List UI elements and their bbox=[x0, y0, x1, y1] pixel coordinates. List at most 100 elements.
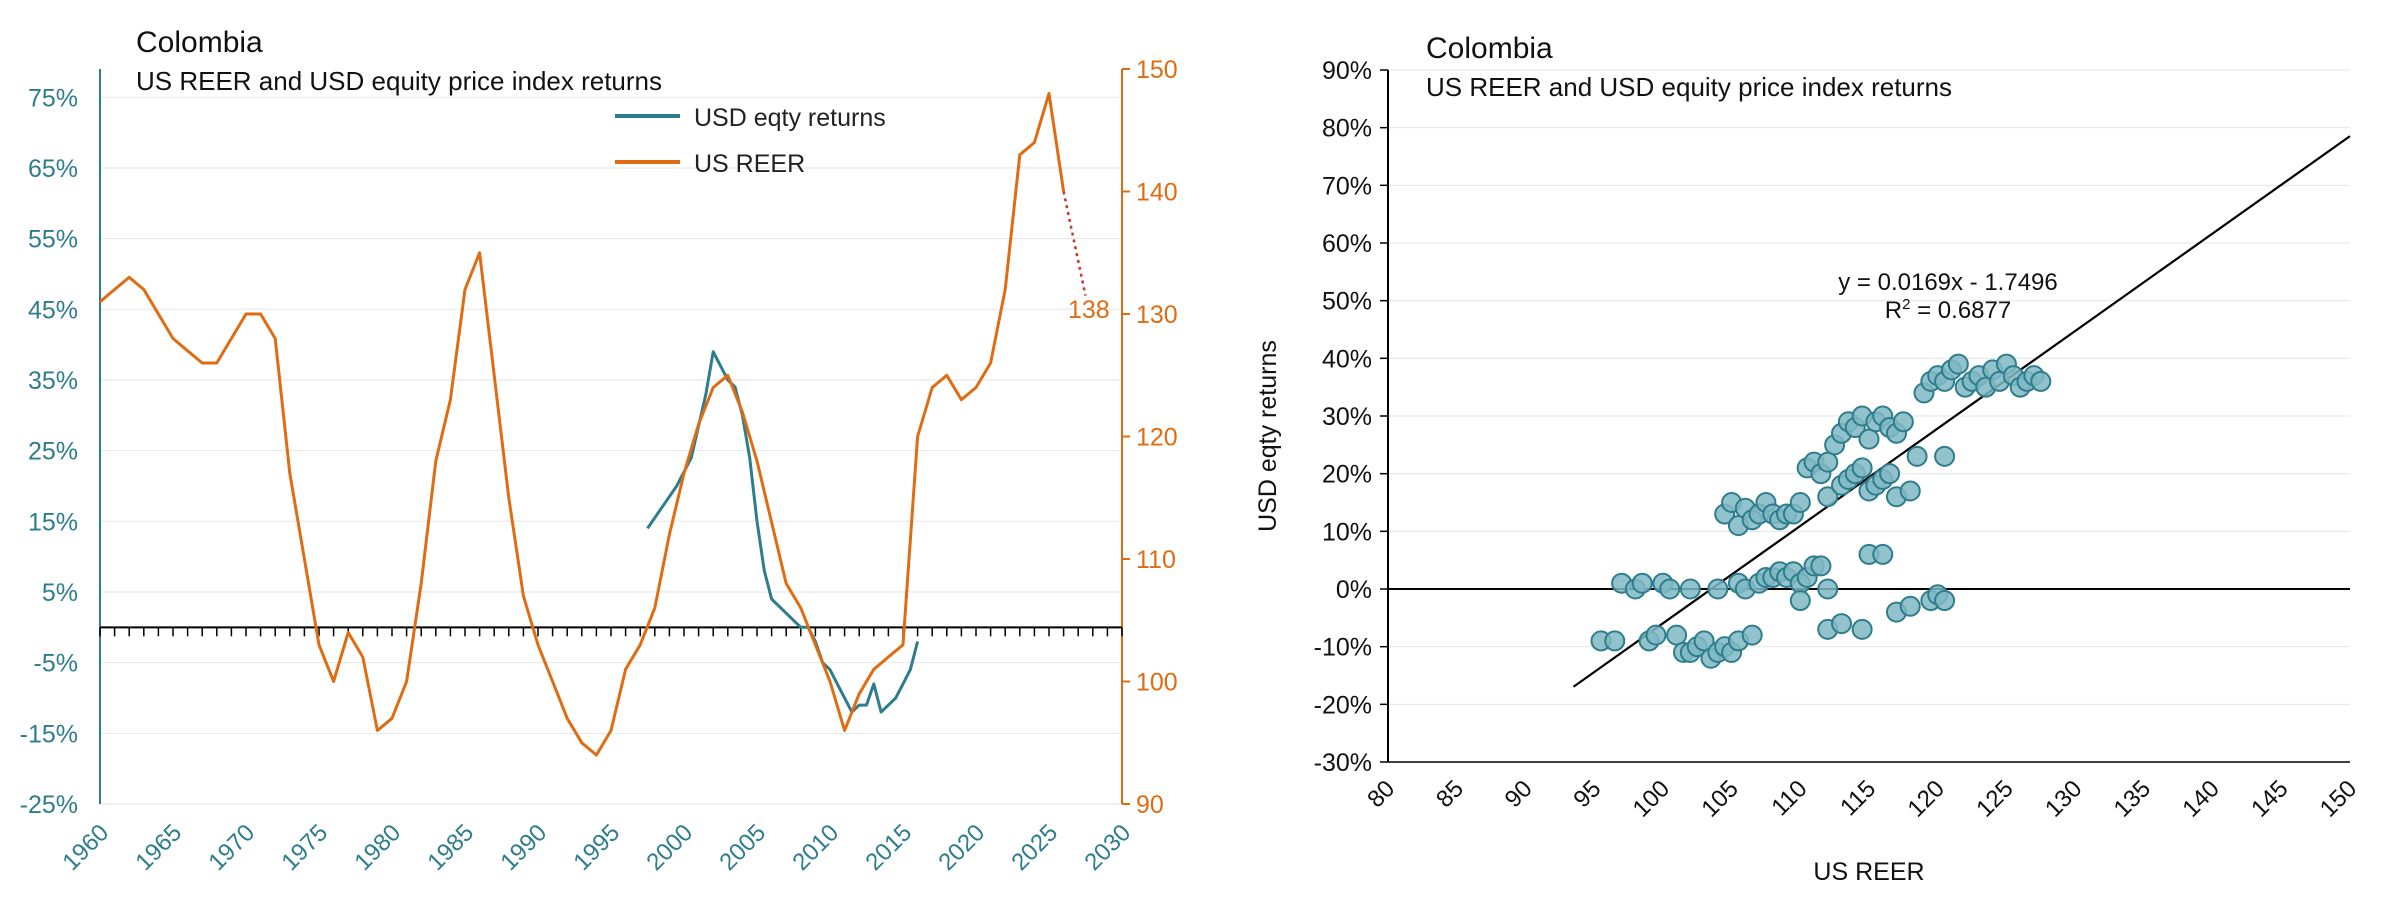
y-left-tick-label: 65% bbox=[28, 155, 78, 183]
x-tick-label: 2015 bbox=[860, 819, 917, 876]
scatter-point bbox=[1879, 463, 1901, 485]
y-tick-label: 20% bbox=[1322, 461, 1372, 489]
scatter-point bbox=[1604, 630, 1626, 652]
x-tick-label: 150 bbox=[2315, 775, 2362, 822]
y-left-tick-label: -5% bbox=[34, 650, 78, 678]
x-tick-label: 125 bbox=[1971, 775, 2018, 822]
y-right-tick-label: 140 bbox=[1136, 179, 1178, 207]
x-tick-label: 2000 bbox=[641, 819, 698, 876]
x-tick-label: 2010 bbox=[787, 819, 844, 876]
legend: USD eqty returns US REER bbox=[615, 104, 886, 178]
right-chart-subtitle: US REER and USD equity price index retur… bbox=[1426, 72, 1953, 102]
scatter-point bbox=[1858, 428, 1880, 450]
line-chart: 75% 65% 55% 45% 35% 25% 15% 5% -5% -15% -25% 150 140… bbox=[20, 56, 1178, 876]
y-tick-label: -10% bbox=[1314, 634, 1372, 662]
x-tick-label: 2020 bbox=[933, 819, 990, 876]
y-tick-label: 30% bbox=[1322, 403, 1372, 431]
scatter-point bbox=[1817, 578, 1839, 600]
y-tick-label: -20% bbox=[1314, 691, 1372, 719]
trendline bbox=[1572, 135, 2351, 688]
y-left-tick-label: 5% bbox=[42, 579, 78, 607]
x-tick-label: 95 bbox=[1568, 775, 1606, 813]
y-tick-label: -30% bbox=[1314, 749, 1372, 777]
x-tick-label: 1995 bbox=[568, 819, 625, 876]
scatter-point bbox=[1906, 445, 1928, 467]
y-right-tick-label: 100 bbox=[1136, 669, 1178, 697]
series-line-usd-eqty-returns bbox=[646, 350, 920, 714]
y-tick-label: 60% bbox=[1322, 230, 1372, 258]
scatter-point bbox=[1631, 572, 1653, 594]
r-squared-value: = 0.6877 bbox=[1910, 297, 2011, 324]
scatter-point bbox=[1899, 595, 1921, 617]
scatter-point bbox=[1741, 624, 1763, 646]
x-tick-label: 1965 bbox=[130, 819, 187, 876]
scatter-point bbox=[1789, 590, 1811, 612]
y-tick-label: 80% bbox=[1322, 115, 1372, 143]
x-tick-label: 120 bbox=[1903, 775, 1950, 822]
left-chart-subtitle: US REER and USD equity price index retur… bbox=[136, 66, 663, 96]
x-tick-label: 105 bbox=[1696, 775, 1743, 822]
scatter-point bbox=[1810, 555, 1832, 577]
y-left-tick-label: 15% bbox=[28, 508, 78, 536]
scatter-point bbox=[1679, 578, 1701, 600]
y-right-tick-label: 130 bbox=[1136, 301, 1178, 329]
x-tick-label: 90 bbox=[1500, 775, 1538, 813]
scatter-point bbox=[1789, 492, 1811, 513]
y-left-tick-label: -25% bbox=[20, 791, 78, 819]
y-right-tick-label: 150 bbox=[1136, 56, 1178, 84]
x-tick-label: 1990 bbox=[495, 819, 552, 876]
x-tick-label: 1975 bbox=[276, 819, 333, 876]
scatter-point bbox=[1892, 411, 1914, 433]
scatter-point bbox=[1934, 445, 1956, 467]
scatter-point bbox=[1666, 624, 1688, 646]
legend-label-equity: USD eqty returns bbox=[694, 104, 886, 132]
scatter-point bbox=[1899, 480, 1921, 502]
scatter-point bbox=[1817, 486, 1839, 508]
series-line-us-reer bbox=[99, 92, 1066, 757]
x-tick-label: 145 bbox=[2246, 775, 2293, 822]
y-left-tick-label: 55% bbox=[28, 226, 78, 254]
scatter-point bbox=[1851, 457, 1873, 479]
x-tick-label: 85 bbox=[1431, 775, 1469, 813]
y-tick-label: 40% bbox=[1322, 345, 1372, 373]
x-tick-label: 2025 bbox=[1006, 819, 1063, 876]
scatter-point bbox=[1707, 578, 1729, 600]
x-tick-label: 140 bbox=[2177, 775, 2224, 822]
r-squared-label: R2 = 0.6877 bbox=[1885, 296, 2011, 324]
scatter-point bbox=[1645, 624, 1667, 646]
x-tick-label: 80 bbox=[1362, 775, 1400, 813]
forecast-value-label: 138 bbox=[1068, 296, 1110, 324]
left-chart-title: Colombia bbox=[136, 26, 263, 59]
scatter-point bbox=[1947, 353, 1969, 375]
y-left-tick-label: 75% bbox=[28, 84, 78, 112]
y-axis-title: USD eqty returns bbox=[1254, 340, 1282, 532]
left-chart-panel: Colombia US REER and USD equity price in… bbox=[0, 0, 1180, 912]
x-tick-label: 2030 bbox=[1079, 819, 1136, 876]
r-squared-superscript: 2 bbox=[1902, 296, 1910, 313]
y-left-tick-label: 45% bbox=[28, 296, 78, 324]
scatter-point bbox=[1831, 613, 1853, 635]
y-tick-label: 90% bbox=[1322, 57, 1372, 85]
y-right-tick-label: 110 bbox=[1136, 546, 1176, 574]
x-tick-label: 1960 bbox=[57, 819, 114, 876]
x-tick-label: 135 bbox=[2109, 775, 2156, 822]
r-squared-symbol: R bbox=[1885, 297, 1902, 324]
x-tick-label: 130 bbox=[2040, 775, 2087, 822]
scatter-chart: 90% 80% 70% 60% 50% 40% 30% 20% 10% 0% -10% -20% -30… bbox=[1254, 57, 2362, 886]
trendline-equation: y = 0.0169x - 1.7496 bbox=[1838, 269, 2058, 296]
y-tick-label: 0% bbox=[1336, 576, 1372, 604]
x-tick-label: 115 bbox=[1835, 775, 1881, 821]
y-left-tick-label: -15% bbox=[20, 720, 78, 748]
right-chart-title: Colombia bbox=[1426, 32, 1553, 65]
x-tick-label: 110 bbox=[1766, 775, 1812, 821]
scatter-point bbox=[1851, 618, 1873, 640]
x-tick-label: 1985 bbox=[422, 819, 479, 876]
legend-label-reer: US REER bbox=[694, 150, 805, 178]
scatter-point bbox=[1817, 451, 1839, 473]
x-tick-label: 100 bbox=[1628, 775, 1675, 822]
y-tick-label: 70% bbox=[1322, 172, 1372, 200]
right-chart-panel: Colombia US REER and USD equity price in… bbox=[1220, 0, 2400, 912]
scatter-point bbox=[1872, 543, 1894, 565]
y-right-tick-label: 120 bbox=[1136, 424, 1178, 452]
x-axis-title: US REER bbox=[1813, 858, 1924, 886]
